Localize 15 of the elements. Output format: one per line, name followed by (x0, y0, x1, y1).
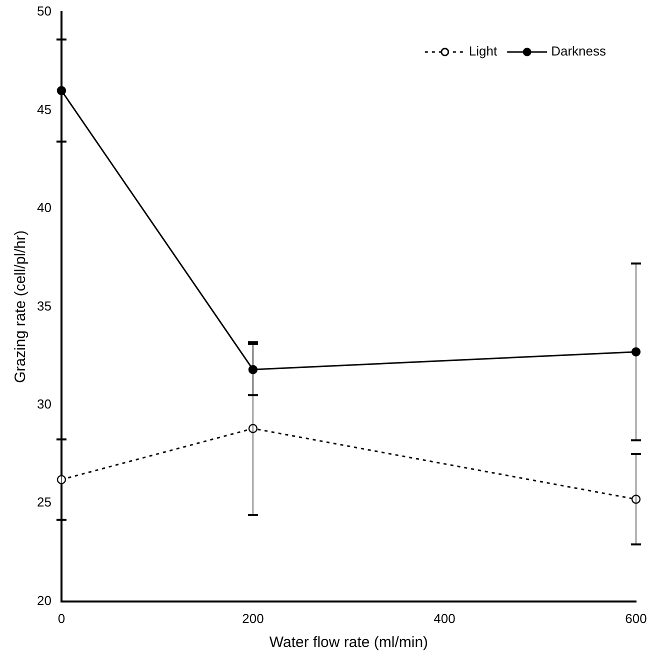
y-tick-label: 20 (36, 592, 52, 608)
legend-label: Light (468, 44, 498, 59)
x-tick-label: 200 (242, 610, 264, 626)
y-tick-label: 30 (36, 396, 52, 412)
x-tick-label: 400 (434, 610, 456, 626)
x-tick-label: 600 (625, 610, 647, 626)
y-tick-label: 45 (36, 102, 52, 117)
x-tick-label: 0 (58, 610, 66, 626)
y-tick-label: 25 (36, 494, 52, 510)
y-axis-title: Grazing rate (cell/pl/hr) (12, 230, 30, 383)
x-axis-title: Water flow rate (ml/min) (269, 634, 428, 652)
y-tick-label: 50 (36, 4, 52, 19)
legend-label: Darkness (551, 44, 606, 59)
y-tick-label: 40 (36, 200, 52, 216)
y-tick-label: 35 (36, 298, 52, 314)
